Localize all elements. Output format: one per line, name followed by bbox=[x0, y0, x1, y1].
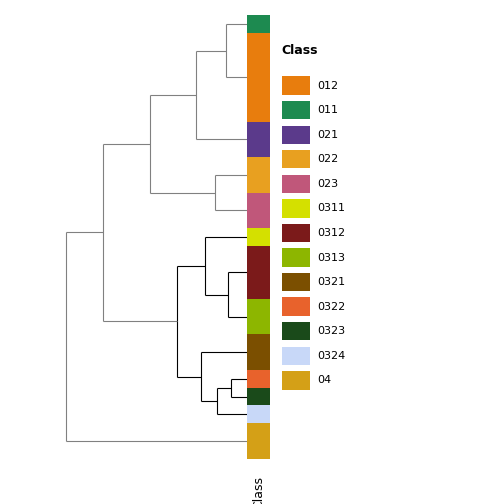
Bar bbox=[282, 150, 310, 168]
Text: 021: 021 bbox=[317, 130, 338, 140]
Bar bbox=[282, 347, 310, 365]
Text: 011: 011 bbox=[317, 105, 338, 115]
Text: 0311: 0311 bbox=[317, 204, 345, 213]
Text: 0313: 0313 bbox=[317, 253, 345, 263]
Bar bbox=[282, 101, 310, 119]
Bar bbox=[282, 297, 310, 316]
Bar bbox=[282, 248, 310, 267]
Text: 0324: 0324 bbox=[317, 351, 345, 361]
Bar bbox=[247, 33, 270, 121]
Bar bbox=[247, 388, 270, 405]
Bar bbox=[282, 175, 310, 193]
Text: 04: 04 bbox=[317, 375, 331, 386]
Bar bbox=[247, 423, 270, 459]
Bar bbox=[247, 335, 270, 370]
Bar bbox=[282, 273, 310, 291]
Bar bbox=[247, 157, 270, 193]
Text: Class: Class bbox=[282, 44, 318, 57]
Bar bbox=[282, 77, 310, 95]
Bar bbox=[282, 371, 310, 390]
Text: 0321: 0321 bbox=[317, 277, 345, 287]
Bar bbox=[282, 125, 310, 144]
Text: 0323: 0323 bbox=[317, 326, 345, 336]
Bar bbox=[247, 299, 270, 335]
Bar bbox=[282, 322, 310, 340]
Bar bbox=[282, 199, 310, 218]
Bar bbox=[247, 370, 270, 388]
Bar bbox=[247, 121, 270, 157]
Bar bbox=[247, 246, 270, 299]
Bar bbox=[282, 224, 310, 242]
Bar bbox=[247, 193, 270, 228]
Text: 023: 023 bbox=[317, 179, 338, 189]
Text: 012: 012 bbox=[317, 81, 338, 91]
Text: Class: Class bbox=[252, 476, 265, 504]
Bar bbox=[247, 228, 270, 246]
Text: 022: 022 bbox=[317, 154, 338, 164]
Text: 0312: 0312 bbox=[317, 228, 345, 238]
Bar bbox=[247, 405, 270, 423]
Text: 0322: 0322 bbox=[317, 301, 345, 311]
Bar bbox=[247, 15, 270, 33]
